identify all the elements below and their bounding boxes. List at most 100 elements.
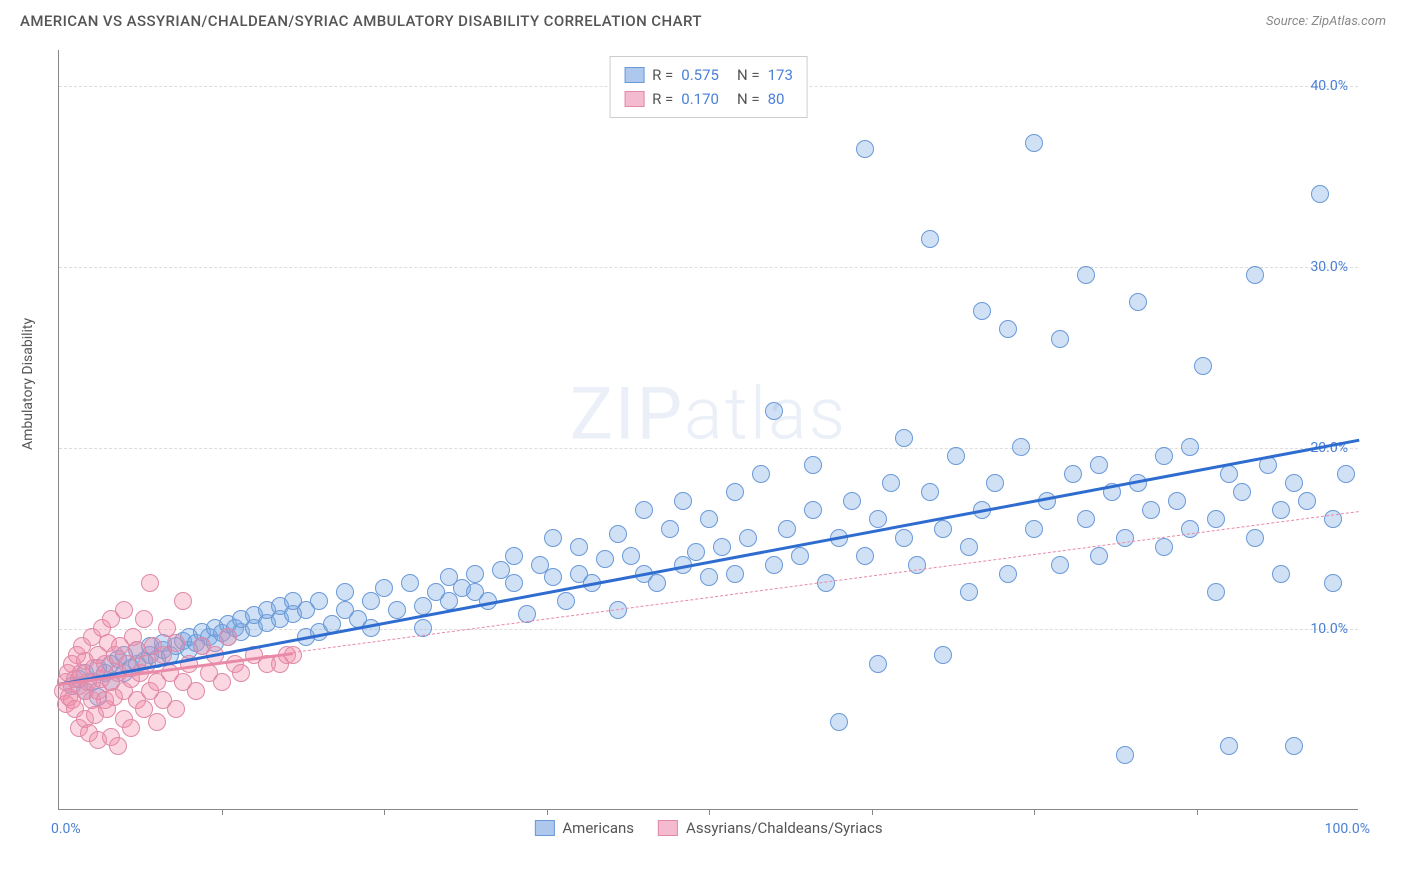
data-point bbox=[122, 719, 140, 737]
data-point bbox=[505, 574, 523, 592]
data-point bbox=[310, 592, 328, 610]
data-point bbox=[804, 456, 822, 474]
data-point bbox=[869, 510, 887, 528]
y-tick-label: 10.0% bbox=[1310, 621, 1348, 637]
data-point bbox=[1025, 520, 1043, 538]
y-tick-label: 40.0% bbox=[1310, 78, 1348, 94]
data-point bbox=[661, 520, 679, 538]
data-point bbox=[1207, 510, 1225, 528]
data-point bbox=[635, 501, 653, 519]
data-point bbox=[1155, 538, 1173, 556]
x-tick-mark bbox=[1034, 809, 1035, 815]
data-point bbox=[135, 610, 153, 628]
data-point bbox=[1116, 746, 1134, 764]
x-tick-mark bbox=[872, 809, 873, 815]
x-tick-mark bbox=[547, 809, 548, 815]
data-point bbox=[687, 543, 705, 561]
data-point bbox=[648, 574, 666, 592]
data-point bbox=[1025, 134, 1043, 152]
data-point bbox=[1233, 483, 1251, 501]
data-point bbox=[109, 737, 127, 755]
data-point bbox=[336, 583, 354, 601]
data-point bbox=[219, 628, 237, 646]
data-point bbox=[557, 592, 575, 610]
data-point bbox=[622, 547, 640, 565]
data-point bbox=[1298, 492, 1316, 510]
data-point bbox=[960, 583, 978, 601]
data-point bbox=[115, 601, 133, 619]
data-point bbox=[700, 510, 718, 528]
data-point bbox=[830, 713, 848, 731]
data-point bbox=[174, 592, 192, 610]
data-point bbox=[1246, 529, 1264, 547]
data-point bbox=[388, 601, 406, 619]
data-point bbox=[148, 713, 166, 731]
x-tick-mark bbox=[709, 809, 710, 815]
data-point bbox=[1272, 501, 1290, 519]
gridline bbox=[59, 267, 1358, 268]
data-point bbox=[674, 492, 692, 510]
data-point bbox=[869, 655, 887, 673]
x-tick-mark bbox=[384, 809, 385, 815]
legend-item: Americans bbox=[534, 819, 634, 837]
data-point bbox=[713, 538, 731, 556]
data-point bbox=[921, 483, 939, 501]
legend-series: AmericansAssyrians/Chaldeans/Syriacs bbox=[534, 819, 882, 837]
chart-container: Ambulatory Disability ZIPatlas R =0.575N… bbox=[40, 50, 1390, 840]
x-tick-mark bbox=[222, 809, 223, 815]
data-point bbox=[1181, 438, 1199, 456]
data-point bbox=[765, 556, 783, 574]
data-point bbox=[544, 529, 562, 547]
data-point bbox=[934, 520, 952, 538]
data-point bbox=[765, 402, 783, 420]
data-point bbox=[791, 547, 809, 565]
data-point bbox=[1220, 465, 1238, 483]
data-point bbox=[1090, 456, 1108, 474]
data-point bbox=[804, 501, 822, 519]
data-point bbox=[232, 664, 250, 682]
data-point bbox=[739, 529, 757, 547]
data-point bbox=[1272, 565, 1290, 583]
data-point bbox=[1129, 293, 1147, 311]
data-point bbox=[1077, 266, 1095, 284]
data-point bbox=[141, 574, 159, 592]
data-point bbox=[1194, 357, 1212, 375]
data-point bbox=[1051, 330, 1069, 348]
data-point bbox=[947, 447, 965, 465]
data-point bbox=[895, 429, 913, 447]
data-point bbox=[778, 520, 796, 538]
data-point bbox=[596, 550, 614, 568]
data-point bbox=[505, 547, 523, 565]
data-point bbox=[187, 682, 205, 700]
data-point bbox=[752, 465, 770, 483]
data-point bbox=[726, 483, 744, 501]
data-point bbox=[895, 529, 913, 547]
data-point bbox=[960, 538, 978, 556]
data-point bbox=[466, 565, 484, 583]
x-tick-mark bbox=[1197, 809, 1198, 815]
chart-source: Source: ZipAtlas.com bbox=[1266, 14, 1386, 29]
data-point bbox=[401, 574, 419, 592]
legend-swatch bbox=[658, 820, 678, 836]
data-point bbox=[973, 302, 991, 320]
data-point bbox=[1077, 510, 1095, 528]
data-point bbox=[375, 579, 393, 597]
legend-stats: R =0.575N =173R =0.170N =80 bbox=[609, 56, 808, 118]
data-point bbox=[544, 568, 562, 586]
data-point bbox=[213, 673, 231, 691]
data-point bbox=[999, 320, 1017, 338]
chart-title: AMERICAN VS ASSYRIAN/CHALDEAN/SYRIAC AMB… bbox=[20, 12, 702, 30]
data-point bbox=[1285, 737, 1303, 755]
data-point bbox=[921, 230, 939, 248]
data-point bbox=[882, 474, 900, 492]
data-point bbox=[843, 492, 861, 510]
legend-stat-row: R =0.170N =80 bbox=[624, 87, 793, 111]
y-tick-label: 30.0% bbox=[1310, 259, 1348, 275]
data-point bbox=[1207, 583, 1225, 601]
data-point bbox=[167, 634, 185, 652]
data-point bbox=[856, 547, 874, 565]
data-point bbox=[1168, 492, 1186, 510]
data-point bbox=[1116, 529, 1134, 547]
data-point bbox=[570, 538, 588, 556]
x-tick-min: 0.0% bbox=[51, 821, 81, 837]
